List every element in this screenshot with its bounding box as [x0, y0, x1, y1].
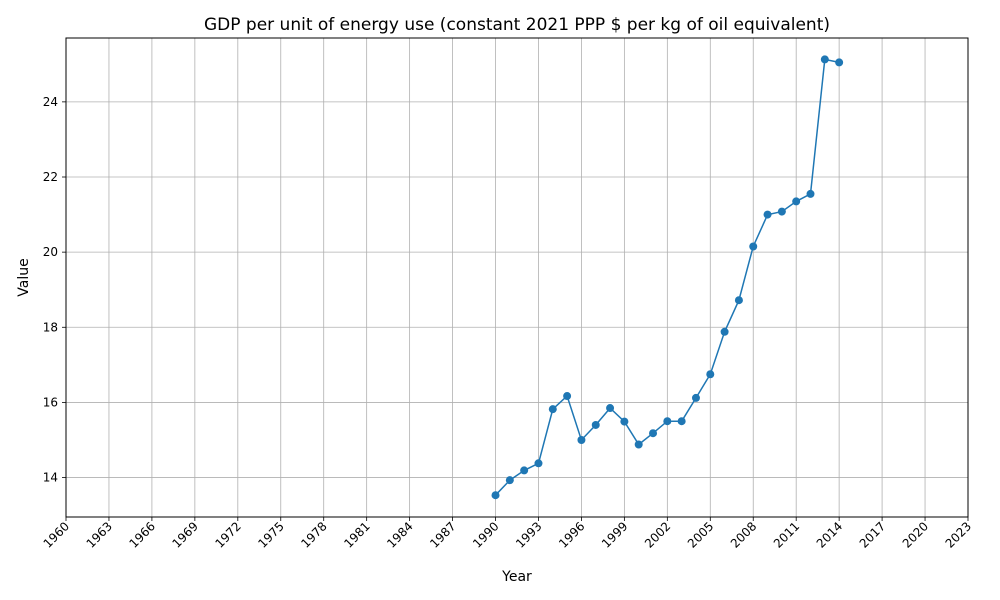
x-tick-label: 2011	[771, 519, 802, 550]
x-tick-label: 2014	[814, 519, 845, 550]
data-point	[591, 420, 600, 429]
data-point	[777, 207, 786, 216]
x-tick-label: 1987	[427, 519, 458, 550]
data-point	[691, 393, 700, 402]
y-tick-label: 22	[43, 170, 58, 184]
plot-area-frame	[65, 37, 969, 518]
x-tick-label: 2008	[728, 519, 759, 550]
data-point	[706, 370, 715, 379]
data-point	[720, 327, 729, 336]
data-point	[649, 429, 658, 438]
data-point	[520, 466, 529, 475]
data-point	[806, 189, 815, 198]
data-point	[505, 476, 514, 485]
x-tick-label: 2020	[900, 519, 931, 550]
y-tick-label: 16	[43, 395, 58, 409]
y-tick-label: 20	[43, 245, 58, 259]
series-group	[491, 55, 844, 500]
grid-lines	[65, 38, 969, 517]
data-point	[835, 58, 844, 67]
data-point	[548, 405, 557, 414]
data-point	[820, 55, 829, 64]
data-point	[634, 440, 643, 449]
data-point	[606, 404, 615, 413]
x-tick-label: 2017	[857, 519, 888, 550]
x-tick-label: 2023	[943, 519, 974, 550]
x-tick-label: 1999	[599, 519, 630, 550]
data-point	[663, 417, 672, 426]
data-point	[534, 459, 543, 468]
x-tick-label: 1984	[384, 519, 415, 550]
x-tick-label: 1990	[470, 519, 501, 550]
data-point	[577, 435, 586, 444]
x-tick-label: 1969	[169, 519, 200, 550]
x-tick-label: 1996	[556, 519, 587, 550]
y-tick-label: 18	[43, 320, 58, 334]
chart-title: GDP per unit of energy use (constant 202…	[204, 15, 830, 35]
y-axis-ticks: 14 16 18 20 22 24	[43, 95, 66, 485]
data-point	[734, 296, 743, 305]
data-point	[792, 197, 801, 206]
x-tick-label: 2002	[642, 519, 673, 550]
x-tick-label: 1972	[212, 519, 243, 550]
y-tick-label: 14	[43, 471, 58, 485]
y-tick-label: 24	[43, 95, 58, 109]
x-tick-label: 1966	[127, 519, 158, 550]
data-point	[491, 491, 500, 500]
data-point	[563, 392, 572, 401]
x-tick-label: 1960	[41, 519, 72, 550]
y-axis-title: Value	[16, 258, 32, 296]
x-tick-label: 1981	[341, 519, 372, 550]
x-tick-label: 1975	[255, 519, 286, 550]
x-tick-label: 2005	[685, 519, 716, 550]
data-point	[620, 417, 629, 426]
x-tick-label: 1978	[298, 519, 329, 550]
x-tick-label: 1993	[513, 519, 544, 550]
data-point	[763, 210, 772, 219]
x-axis-ticks: 1960 1963 1966 1969 1972 1975 1978 1981 1984 1987…	[41, 517, 974, 551]
x-tick-label: 1963	[84, 519, 115, 550]
x-axis-title: Year	[501, 569, 532, 585]
data-point	[677, 417, 686, 426]
data-point	[749, 242, 758, 251]
